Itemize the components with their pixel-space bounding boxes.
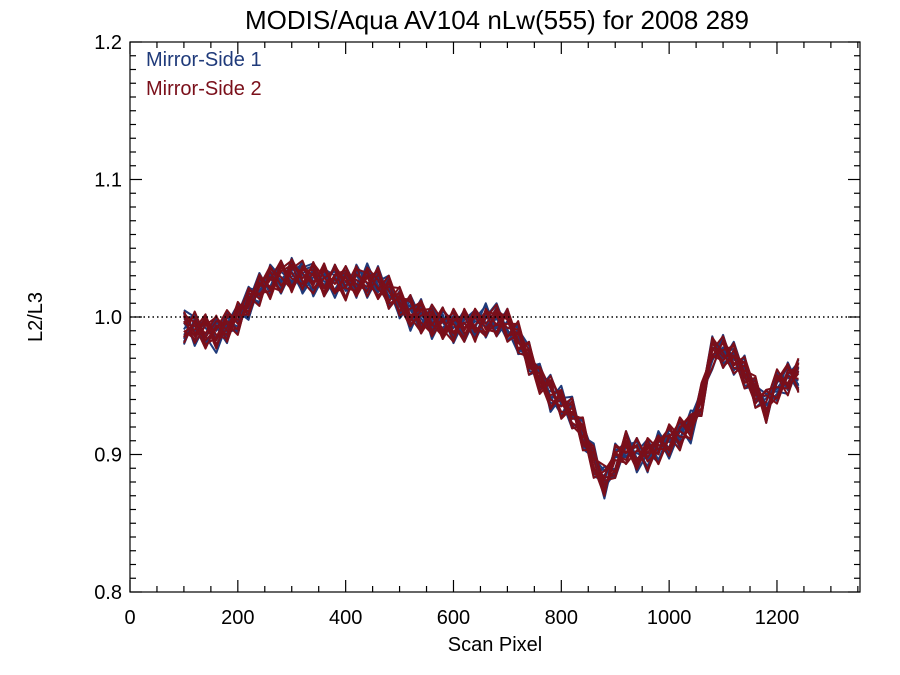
y-axis-tick-labels: 0.8 0.9 1.0 1.1 1.2 — [94, 32, 122, 604]
y-tick-label: 1.1 — [94, 170, 122, 192]
x-tick-label: 600 — [437, 607, 470, 629]
x-tick-label: 800 — [545, 607, 578, 629]
x-axis-label: Scan Pixel — [448, 634, 543, 656]
chart-title: MODIS/Aqua AV104 nLw(555) for 2008 289 — [245, 5, 749, 35]
y-tick-label: 1.2 — [94, 32, 122, 54]
legend-item-mirror-side-2: Mirror-Side 2 — [146, 78, 262, 100]
y-tick-label: 0.8 — [94, 582, 122, 604]
plot-area — [129, 41, 861, 593]
y-tick-label: 1.0 — [94, 307, 122, 329]
series-layer — [182, 256, 800, 500]
x-axis-tick-labels: 0 200 400 600 800 1000 1200 — [124, 607, 799, 629]
y-tick-label: 0.9 — [94, 445, 122, 467]
y-axis-label: L2/L3 — [25, 292, 47, 342]
x-tick-label: 400 — [329, 607, 362, 629]
legend-item-mirror-side-1: Mirror-Side 1 — [146, 49, 262, 71]
series-line-mirror-side-2 — [183, 258, 800, 486]
x-tick-label: 1000 — [647, 607, 692, 629]
x-tick-label: 1200 — [755, 607, 800, 629]
legend: Mirror-Side 1 Mirror-Side 2 — [146, 49, 262, 100]
x-tick-label: 200 — [221, 607, 254, 629]
axis-ticks — [129, 41, 860, 593]
x-tick-label: 0 — [124, 607, 135, 629]
